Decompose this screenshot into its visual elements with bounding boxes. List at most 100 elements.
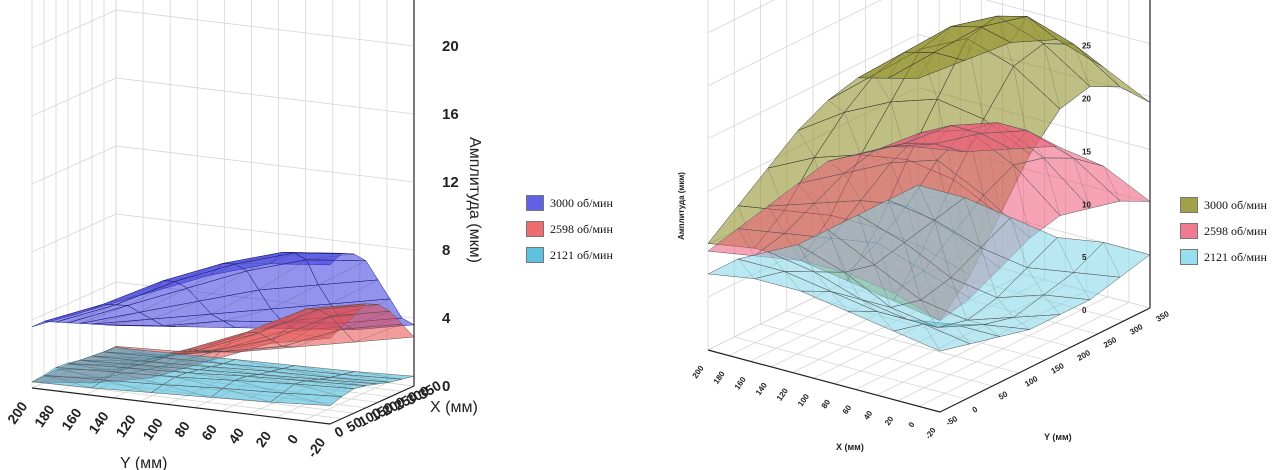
- right-surface-1-mesh-3-3: [874, 150, 891, 163]
- left-y-tick-5: 80: [171, 418, 193, 440]
- right-surface-2-mesh-2-0: [830, 291, 848, 312]
- left-surface-0-mesh-1-4: [270, 284, 319, 310]
- right-surface-2-mesh-3-1: [814, 271, 831, 292]
- left-surface-0-mesh-4-5: [103, 318, 152, 325]
- right-y-tick-5: 80: [820, 397, 833, 410]
- left-y-tick-4: 60: [198, 421, 220, 443]
- left-surface-2-mesh-1-3: [258, 374, 307, 382]
- left-backwall-grid-z-5: [31, 9, 117, 49]
- right-surface-2-mesh-0-0: [923, 323, 941, 352]
- left-sidewall-grid-z-4: [115, 77, 415, 115]
- left-surface-0-mesh-2-3: [199, 270, 247, 302]
- right-surface-1-mesh-0-5: [1073, 158, 1091, 209]
- left-y-tick-6: 100: [139, 415, 166, 443]
- left-surface-1-mesh-2-5: [223, 339, 271, 352]
- right-surface-2: [707, 184, 1151, 352]
- left-surface-0-mesh-4-4: [91, 312, 140, 325]
- right-surface-0-mesh-0-4: [1043, 43, 1061, 110]
- right-legend-label-1: 2598 об/мин: [1204, 223, 1267, 238]
- left-y-tick-1: 0: [284, 431, 302, 447]
- left-surface-1-mesh-2-3: [199, 331, 247, 351]
- left-legend-label-2: 2121 об/мин: [550, 247, 613, 262]
- right-y-tick-6: 100: [796, 392, 811, 409]
- right-surface-1-mesh-2-6: [1010, 130, 1028, 150]
- right-surface-2-mesh-3-4: [904, 242, 921, 301]
- right-surface-1-mesh-4-2: [797, 183, 815, 204]
- left-surface-2-mesh-3-1: [115, 371, 164, 385]
- right-legend-item-0: 3000 об/мин: [1180, 194, 1267, 216]
- left-surface-2-mesh-3-6: [175, 353, 224, 364]
- right-x-tick-7: 300: [1128, 322, 1145, 337]
- left-x-axis-title: X (мм): [430, 399, 478, 416]
- left-floor-grid-y-1: [302, 382, 388, 422]
- right-surface-2-mesh-0-4: [1043, 294, 1061, 315]
- right-surface-2-mesh-3-3: [874, 264, 891, 308]
- right-y-tick-4: 60: [841, 403, 854, 416]
- right-z-tick-2: 10: [1082, 200, 1091, 209]
- left-surface-2-mesh-4-5: [103, 351, 152, 363]
- right-surface-1-mesh-0-6: [1103, 166, 1121, 202]
- right-surface-2-mesh-1-0: [877, 311, 894, 332]
- left-surface-0-mesh-1-3: [258, 259, 307, 291]
- left-legend-item-1: 2598 об/мин: [526, 218, 613, 240]
- right-z-tick-4: 20: [1082, 95, 1091, 104]
- right-x-tick-2: 50: [997, 389, 1010, 402]
- right-surface-2-mesh-2-2: [890, 307, 908, 320]
- right-y-tick-3: 40: [862, 409, 875, 422]
- right-backwall-grid-z-4: [707, 34, 919, 139]
- right-surface-2-mesh-3-5: [934, 219, 951, 278]
- right-legend-swatch-0: [1180, 197, 1198, 213]
- right-legend-item-2: 2121 об/мин: [1180, 246, 1267, 268]
- left-surface-1-mesh-1-3: [258, 308, 307, 333]
- left-z-tick-2: 8: [442, 242, 450, 259]
- right-z-axis-title: Амплитуда (мкм): [677, 172, 686, 240]
- right-surface-2-mesh-2-5: [980, 247, 998, 298]
- left-surface-2-mesh-4-3: [79, 360, 128, 369]
- left-backwall-grid-z-3: [31, 145, 117, 185]
- right-surface-2-mesh-4-0: [737, 258, 755, 279]
- left-y-tick-2: 20: [252, 428, 274, 450]
- left-surface-0-mesh-2-4: [211, 289, 259, 315]
- right-surface-1-mesh-4-6: [917, 143, 935, 148]
- right-surface-2-mesh-4-2: [797, 244, 815, 272]
- left-legend-item-2: 2121 об/мин: [526, 244, 613, 266]
- right-surface-1-mesh-1-6: [1057, 146, 1074, 159]
- left-surface-0-mesh-3-2: [127, 281, 176, 306]
- left-surface-1-mesh-1-5: [282, 316, 331, 347]
- right-surface-2-mesh-0-2: [983, 324, 1001, 337]
- right-legend-swatch-2: [1180, 249, 1198, 265]
- right-surface-0-mesh-4-6: [917, 52, 935, 79]
- right-surface-2-mesh-4-6: [917, 185, 935, 221]
- right-surface-2-mesh-3-6: [964, 197, 981, 248]
- right-legend-swatch-1: [1180, 223, 1198, 239]
- left-surface-2-mesh-2-2: [187, 372, 235, 381]
- right-surface-1-mesh-3-4: [904, 132, 921, 144]
- left-surface-1-mesh-0-4: [330, 304, 379, 317]
- left-surface-2-mesh-1-5: [282, 368, 331, 378]
- right-surface-0-mesh-4-3: [827, 100, 845, 113]
- left-legend: 3000 об/мин 2598 об/мин 2121 об/мин: [526, 192, 613, 270]
- right-surface-2-mesh-4-5: [887, 199, 905, 243]
- left-surface-2-mesh-3-0: [103, 379, 152, 393]
- right-x-tick-3: 100: [1023, 374, 1040, 389]
- right-sidewall-grid-z-5: [984, 0, 1151, 45]
- right-x-tick-5: 200: [1076, 348, 1093, 363]
- right-surface-0-mesh-3-2: [844, 112, 861, 155]
- right-y-tick-2: 20: [883, 414, 896, 427]
- right-floor-grid-x-2: [760, 323, 993, 387]
- right-z-tick-3: 15: [1082, 147, 1091, 156]
- left-surface-0-mesh-0-3: [318, 260, 367, 286]
- left-surface-0-mesh-2-5: [223, 308, 271, 322]
- left-z-tick-0: 0: [442, 378, 450, 395]
- left-y-tick-3: 40: [225, 425, 247, 447]
- left-surface-2-mesh-2-0: [163, 384, 211, 398]
- right-surface-2-mesh-4-3: [827, 229, 845, 273]
- left-surface-1-mesh-2-6: [235, 346, 283, 353]
- right-surface-2-mesh-1-5: [1027, 267, 1044, 295]
- left-y-tick-8: 140: [85, 408, 112, 436]
- right-surface-1-cell-4-6: [887, 143, 965, 153]
- left-surface-2-mesh-0-1: [294, 383, 343, 397]
- left-surface-0-mesh-0-2: [306, 253, 355, 260]
- left-x-tick-0: 0: [332, 423, 347, 441]
- left-surface-0-mesh-3-4: [151, 300, 200, 320]
